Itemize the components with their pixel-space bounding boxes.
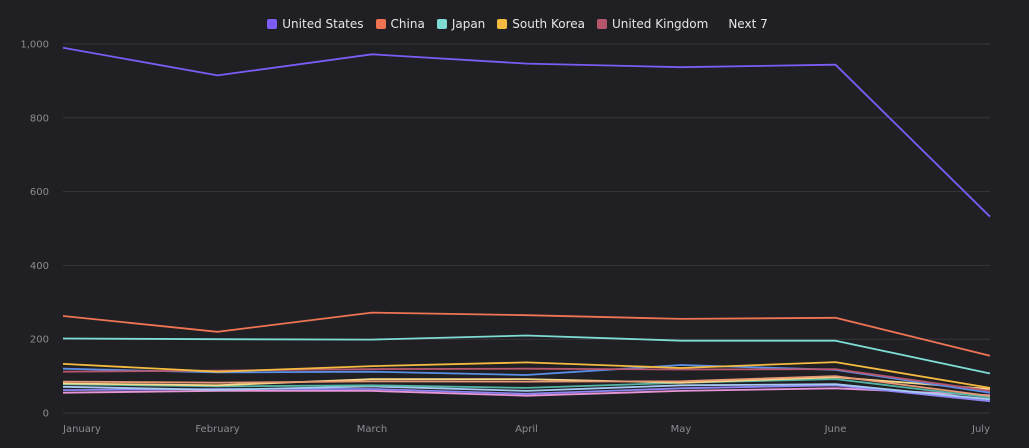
series-line: [62, 376, 991, 390]
chart-legend: United States China Japan South Korea United…: [0, 17, 1029, 31]
legend-label: South Korea: [512, 17, 585, 31]
series-line-china: [62, 311, 991, 357]
series-line: [62, 378, 991, 399]
legend-swatch: [436, 19, 447, 29]
y-tick-label: 0: [43, 409, 49, 420]
x-tick-label: May: [671, 424, 692, 435]
x-tick-label: June: [824, 424, 847, 435]
legend-swatch: [267, 19, 278, 29]
x-tick-label: February: [195, 424, 239, 435]
legend-item[interactable]: China: [375, 17, 425, 31]
legend-next-toggle[interactable]: Next 7: [728, 17, 768, 31]
legend-label: Japan: [451, 17, 486, 31]
legend-item[interactable]: South Korea: [497, 17, 585, 31]
y-tick-label: 600: [30, 187, 49, 198]
y-tick-label: 200: [30, 335, 49, 346]
series-line: [62, 383, 991, 401]
legend-label: China: [390, 17, 425, 31]
legend-item[interactable]: Japan: [436, 17, 486, 31]
series-line-south-korea: [62, 361, 991, 389]
series-line: [62, 375, 991, 397]
series-line-united-states: [62, 46, 991, 218]
legend-item[interactable]: United States: [267, 17, 364, 31]
x-tick-label: April: [515, 424, 538, 435]
x-tick-label: January: [62, 424, 101, 435]
legend-swatch: [597, 19, 607, 29]
series-line: [62, 387, 991, 397]
y-tick-label: 400: [30, 261, 49, 272]
legend-swatch: [497, 19, 508, 29]
legend-label: United States: [282, 17, 364, 31]
legend-item[interactable]: United Kingdom: [597, 17, 708, 31]
series-line-united-kingdom: [62, 367, 991, 392]
x-tick-label: March: [357, 424, 387, 435]
legend-label: United Kingdom: [612, 17, 709, 31]
y-tick-label: 800: [30, 113, 49, 124]
series-line-japan: [62, 334, 991, 375]
y-tick-label: 1,000: [20, 40, 49, 51]
x-tick-label: July: [971, 424, 990, 435]
legend-swatch: [375, 19, 386, 29]
